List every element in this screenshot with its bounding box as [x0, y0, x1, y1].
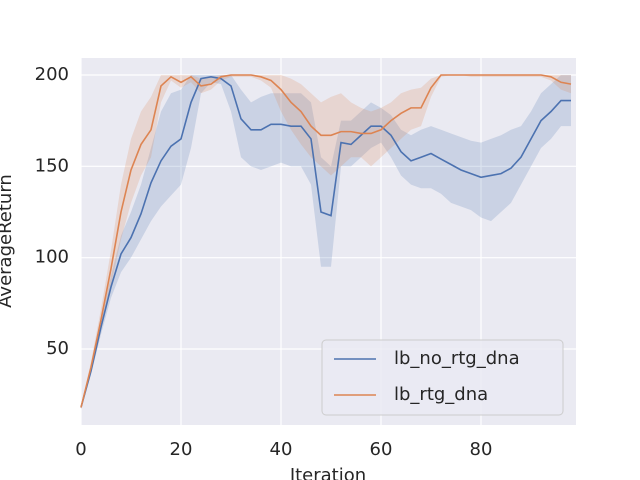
- x-tick-label: 40: [270, 439, 293, 460]
- x-tick-label: 80: [470, 439, 493, 460]
- x-axis-label: Iteration: [290, 465, 366, 480]
- legend-label: lb_rtg_dna: [394, 384, 488, 405]
- y-tick-label: 100: [35, 247, 69, 268]
- y-tick-label: 50: [46, 338, 69, 359]
- confidence-band: [81, 74, 571, 410]
- x-tick-label: 0: [75, 439, 86, 460]
- y-axis-label: AverageReturn: [0, 174, 16, 308]
- line: [80, 74, 572, 408]
- confidence-band: [81, 74, 571, 410]
- line: [80, 76, 571, 408]
- x-tick-label: 20: [170, 439, 193, 460]
- x-tick-label: 60: [370, 439, 393, 460]
- legend-box: [321, 339, 564, 416]
- y-tick-label: 200: [35, 64, 69, 85]
- legend-label: lb_no_rtg_dna: [394, 348, 520, 369]
- y-tick-label: 150: [35, 155, 69, 176]
